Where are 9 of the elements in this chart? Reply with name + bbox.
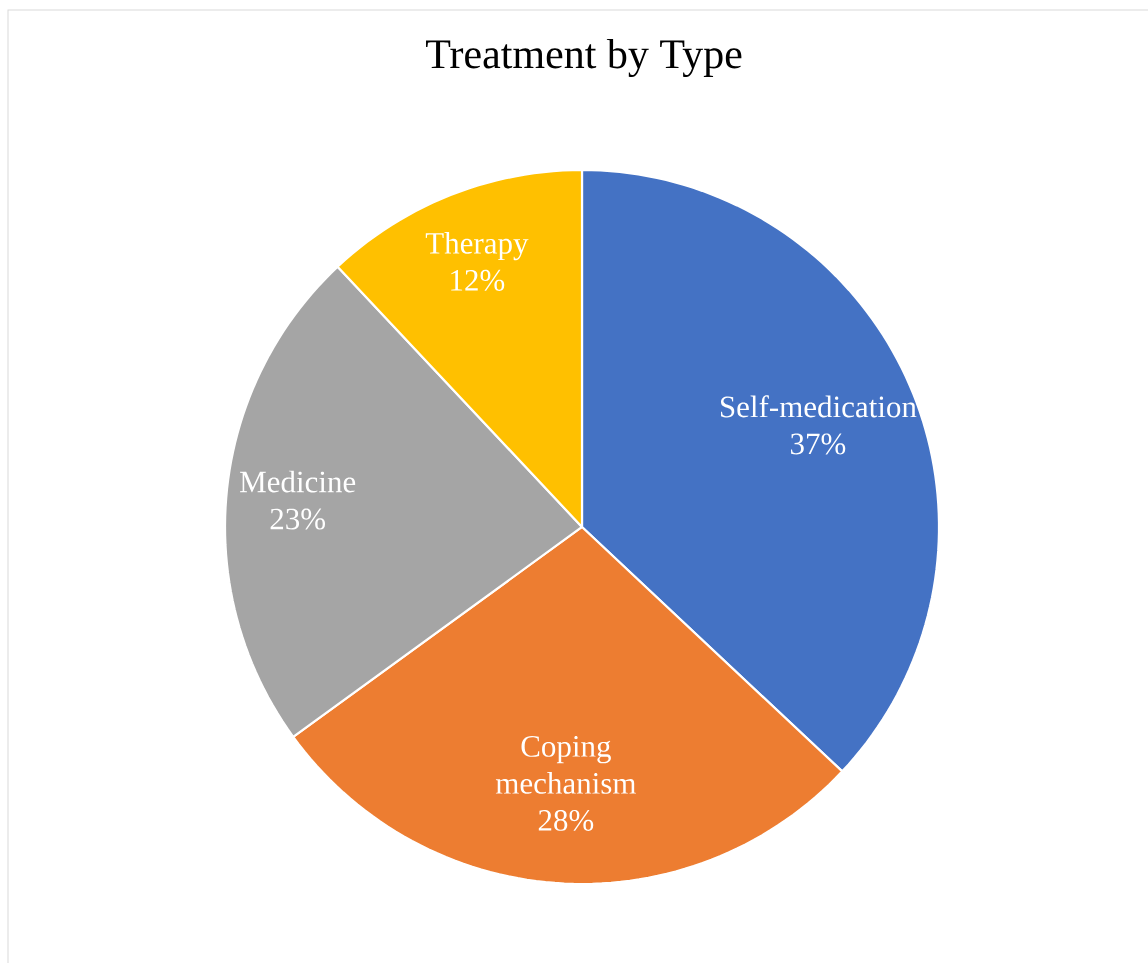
data-label: 28% [538, 809, 594, 831]
data-label: 23% [270, 508, 326, 530]
chart-title: Treatment by Type [426, 38, 742, 78]
slice-label: Coping mechanism [495, 736, 636, 794]
data-label: 12% [451, 269, 505, 291]
slice-label: Therapy [425, 231, 529, 261]
slice-label: Self-medication [720, 395, 917, 418]
data-label: 37% [790, 433, 846, 455]
slice-label: Medicine [240, 470, 356, 493]
